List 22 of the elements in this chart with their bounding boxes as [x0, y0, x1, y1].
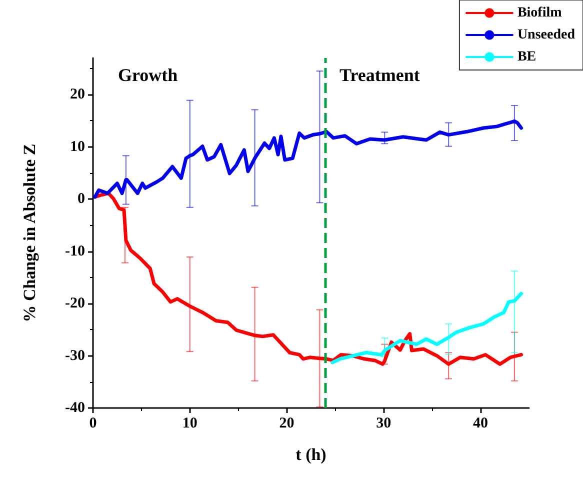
line-series — [93, 192, 523, 366]
y-tick-label: 0 — [78, 191, 85, 208]
x-axis-title: t (h) — [296, 445, 326, 464]
y-tick-label: -40 — [65, 400, 85, 416]
x-tick-label: 40 — [473, 416, 488, 432]
x-tick-label: 0 — [89, 416, 97, 432]
annotation: Growth — [118, 65, 178, 85]
y-tick-label: -30 — [65, 348, 85, 364]
y-tick-label: 20 — [70, 86, 85, 103]
line-series — [330, 292, 523, 364]
y-tick-label: -20 — [65, 296, 85, 312]
y-tick-label: 10 — [70, 138, 85, 155]
x-tick-label: 20 — [279, 416, 294, 432]
y-axis-title: % Change in Absolute Z — [20, 144, 39, 322]
x-tick-label: 10 — [182, 416, 198, 432]
line-series — [93, 119, 523, 199]
x-tick-label: 30 — [376, 416, 392, 432]
legend-label: Unseeded — [517, 28, 576, 42]
legend-label: Biofilm — [517, 6, 562, 20]
legend-label: BE — [517, 50, 536, 64]
y-tick-label: -10 — [65, 243, 85, 260]
annotation: Treatment — [340, 65, 420, 85]
